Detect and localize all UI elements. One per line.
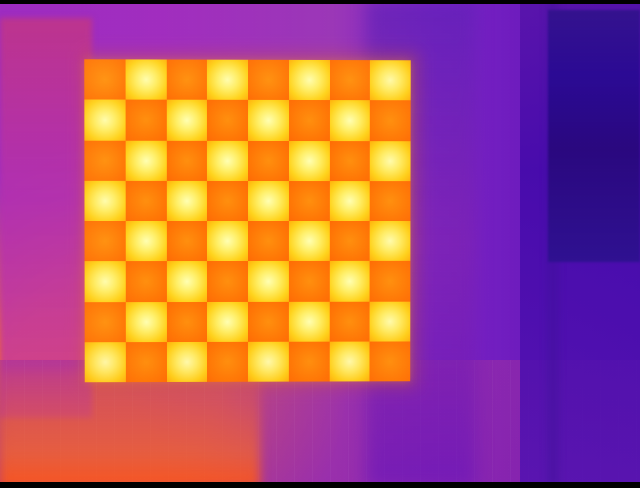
checkerboard-cell [370, 261, 411, 301]
bottom-border [0, 482, 640, 488]
checkerboard-cell [289, 301, 330, 341]
checkerboard-cell [125, 181, 166, 221]
checkerboard-cell [370, 141, 411, 181]
checkerboard-cell [248, 181, 289, 221]
checkerboard-cell [289, 261, 330, 301]
checkerboard-cell [125, 221, 166, 261]
checkerboard-cell [125, 140, 166, 180]
checkerboard-cell [370, 181, 411, 221]
checkerboard [84, 59, 410, 382]
checkerboard-cell [126, 261, 167, 301]
checkerboard-cell [166, 261, 207, 301]
top-border [0, 0, 640, 4]
checkerboard-cell [289, 100, 330, 140]
checkerboard-cell [207, 342, 248, 382]
checkerboard-cell [329, 221, 370, 261]
checkerboard-cell [370, 341, 411, 381]
checkerboard-cell [207, 261, 248, 301]
checkerboard-cell [370, 60, 411, 100]
checkerboard-cell [370, 221, 411, 261]
dark-rectangle [548, 10, 640, 262]
right-column-2 [520, 0, 640, 488]
checkerboard-cell [84, 140, 125, 180]
checkerboard-cell [370, 100, 411, 140]
checkerboard-cell [248, 342, 289, 382]
checkerboard-cell [248, 140, 289, 180]
checkerboard-cell [329, 181, 370, 221]
checkerboard-cell [248, 301, 289, 341]
checkerboard-cell [248, 100, 289, 140]
checkerboard-cell [126, 342, 167, 382]
checkerboard-cell [248, 221, 289, 261]
checkerboard-cell [166, 140, 207, 180]
checkerboard-cell [329, 261, 370, 301]
checkerboard-cell [289, 60, 330, 100]
floor-heat [0, 370, 260, 488]
checkerboard-cell [207, 221, 248, 261]
checkerboard-cell [248, 60, 289, 100]
dark-vertical-line [548, 0, 558, 488]
checkerboard-cell [207, 100, 248, 140]
checkerboard-cell [85, 302, 126, 342]
checkerboard-cell [126, 302, 167, 342]
checkerboard-grid [84, 59, 410, 382]
checkerboard-cell [84, 100, 125, 141]
checkerboard-cell [207, 301, 248, 341]
checkerboard-cell [166, 100, 207, 140]
checkerboard-cell [370, 301, 411, 341]
checkerboard-cell [329, 60, 370, 100]
checkerboard-cell [85, 221, 126, 261]
checkerboard-cell [329, 100, 370, 140]
checkerboard-cell [84, 181, 125, 221]
checkerboard-cell [289, 221, 330, 261]
checkerboard-cell [289, 141, 330, 181]
checkerboard-cell [166, 342, 207, 382]
checkerboard-cell [207, 181, 248, 221]
checkerboard-cell [166, 59, 207, 100]
checkerboard-cell [329, 141, 370, 181]
checkerboard-cell [166, 181, 207, 221]
checkerboard-cell [85, 261, 126, 301]
checkerboard-cell [125, 59, 166, 100]
checkerboard-cell [207, 60, 248, 100]
checkerboard-cell [85, 342, 126, 382]
checkerboard-cell [329, 301, 370, 341]
checkerboard-cell [207, 140, 248, 180]
checkerboard-cell [84, 59, 125, 100]
checkerboard-cell [166, 221, 207, 261]
checkerboard-cell [248, 261, 289, 301]
checkerboard-cell [289, 181, 330, 221]
left-wall-glow [0, 18, 92, 418]
checkerboard-cell [289, 341, 330, 381]
checkerboard-cell [166, 301, 207, 341]
checkerboard-cell [329, 341, 370, 381]
checkerboard-cell [125, 100, 166, 140]
